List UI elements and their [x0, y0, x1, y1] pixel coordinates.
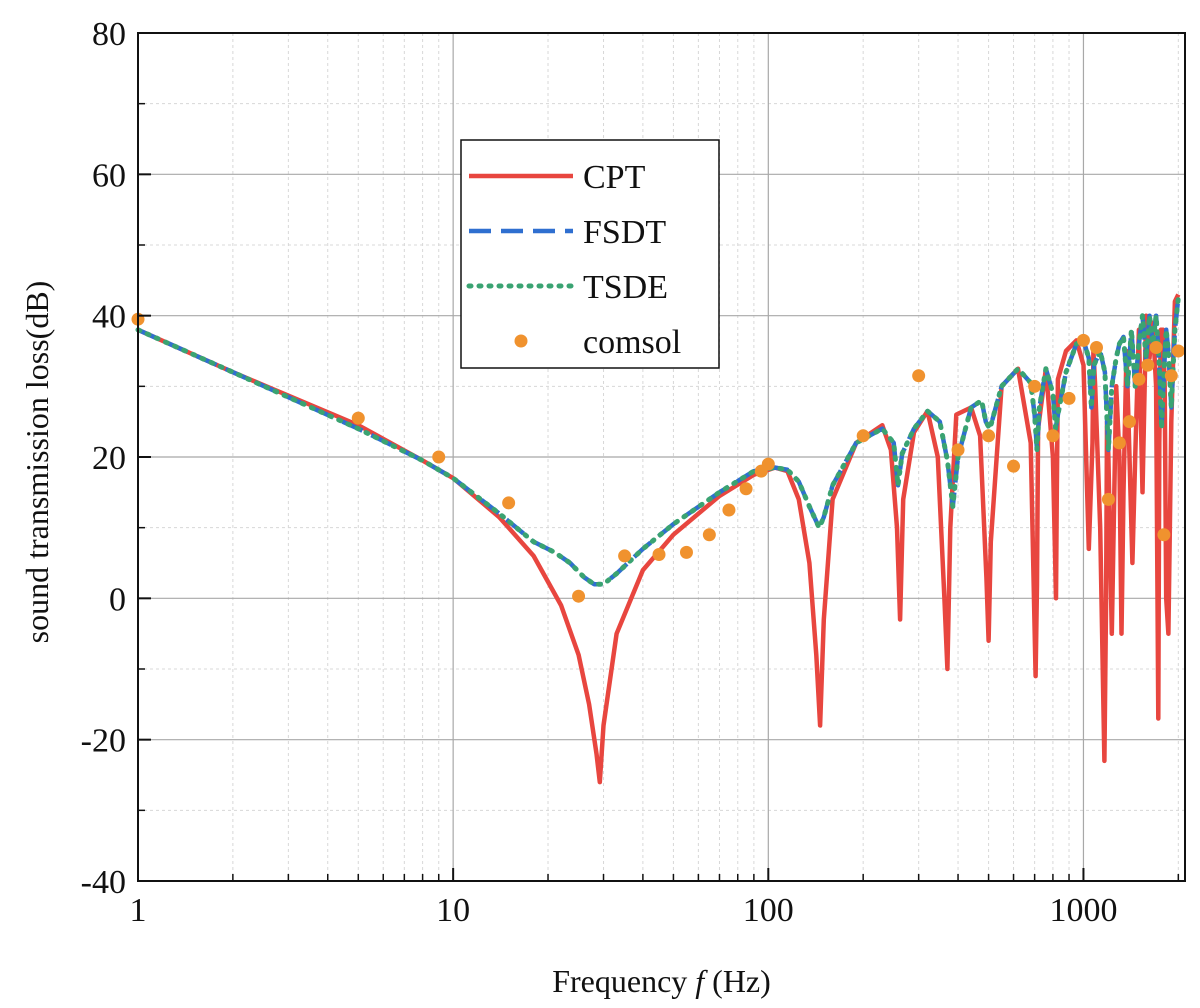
legend: CPT FSDT TSDE comsol: [460, 139, 720, 369]
y-tick-label: 40: [92, 299, 126, 336]
series-comsol-markers: [131, 312, 1185, 603]
data-point-comsol: [618, 549, 632, 563]
x-tick-label: 1000: [1049, 892, 1117, 929]
legend-label-comsol: comsol: [583, 324, 681, 361]
y-axis-title: sound transmission loss(dB): [19, 281, 55, 644]
data-point-comsol: [679, 545, 693, 559]
series-line-tsde: [135, 295, 1181, 587]
data-point-comsol: [1171, 344, 1185, 358]
data-point-comsol: [1101, 492, 1115, 506]
data-point-comsol: [1112, 436, 1126, 450]
data-point-comsol: [502, 496, 516, 510]
legend-label-cpt: CPT: [583, 159, 646, 196]
data-point-comsol: [1157, 528, 1171, 542]
data-point-comsol: [1062, 391, 1076, 405]
series-layer: [131, 293, 1185, 785]
x-axis-title-unit: (Hz): [704, 963, 771, 999]
x-axis-title-prefix: Frequency: [552, 963, 695, 999]
data-point-comsol: [1076, 333, 1090, 347]
data-point-comsol: [1141, 358, 1155, 372]
data-point-comsol: [856, 429, 870, 443]
series-line-cpt: [137, 293, 1181, 785]
data-point-comsol: [1132, 372, 1146, 386]
x-tick-label: 100: [743, 892, 794, 929]
y-tick-label: -40: [81, 864, 126, 901]
data-point-comsol: [351, 411, 365, 425]
y-tick-label: -20: [81, 723, 126, 760]
data-point-comsol: [572, 589, 586, 603]
data-point-comsol: [739, 482, 753, 496]
axis-ticks: 1 10 100 1000 -40 -20 0 20 40 60 80: [81, 16, 1180, 929]
data-point-comsol: [652, 548, 666, 562]
legend-label-fsdt: FSDT: [583, 214, 666, 251]
data-point-comsol: [432, 450, 446, 464]
x-tick-label: 1: [130, 892, 147, 929]
x-axis-title: Frequency f (Hz): [552, 963, 771, 999]
data-point-comsol: [1164, 369, 1178, 383]
data-point-comsol: [761, 457, 775, 471]
data-point-comsol: [1149, 340, 1163, 354]
y-tick-label: 60: [92, 157, 126, 194]
data-point-comsol: [722, 503, 736, 517]
data-point-comsol: [951, 443, 965, 457]
data-point-comsol: [982, 429, 996, 443]
data-point-comsol: [1007, 459, 1021, 473]
data-point-comsol: [912, 369, 926, 383]
data-point-comsol: [1123, 415, 1137, 429]
legend-label-tsde: TSDE: [583, 269, 668, 306]
data-point-comsol: [1046, 429, 1060, 443]
legend-marker-comsol: [514, 334, 528, 348]
y-tick-label: 80: [92, 16, 126, 53]
y-tick-label: 0: [109, 581, 126, 618]
data-point-comsol: [702, 528, 716, 542]
x-tick-label: 10: [436, 892, 470, 929]
data-point-comsol: [1089, 340, 1103, 354]
y-tick-label: 20: [92, 440, 126, 477]
data-point-comsol: [1028, 379, 1042, 393]
